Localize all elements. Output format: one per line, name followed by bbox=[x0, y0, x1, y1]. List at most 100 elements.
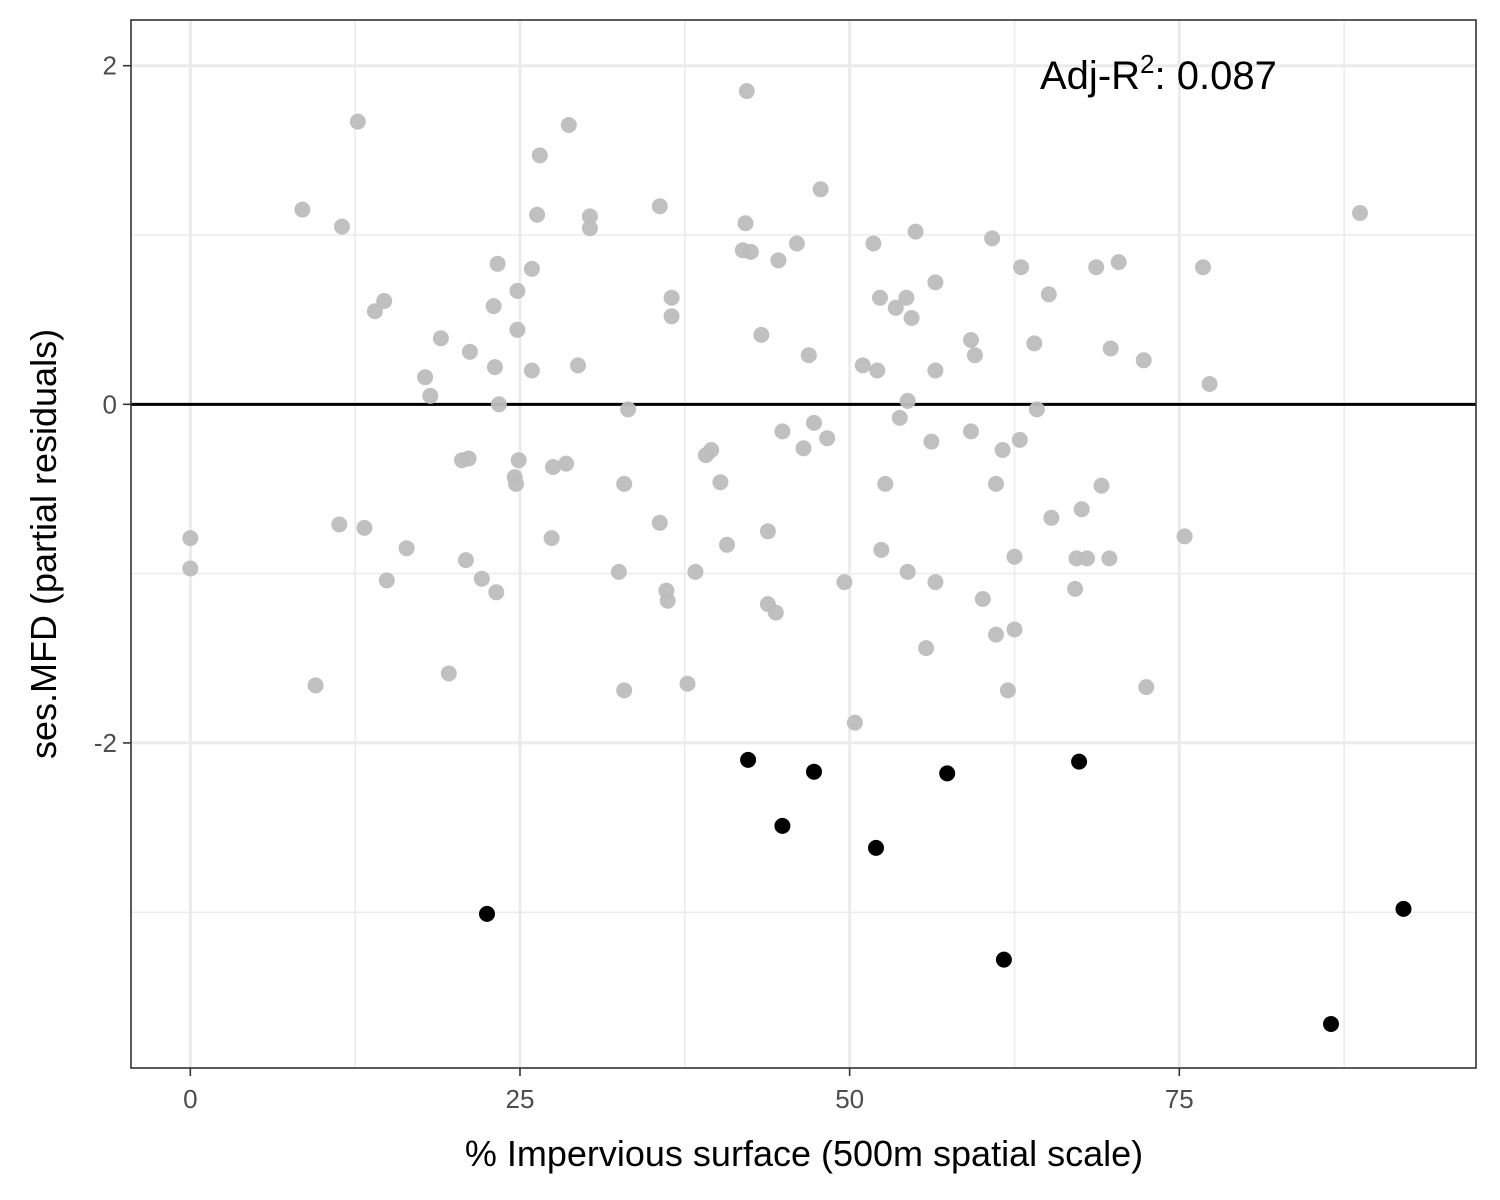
x-axis-title: % Impervious surface (500m spatial scale… bbox=[465, 1133, 1143, 1174]
data-point-grey bbox=[663, 289, 680, 306]
data-point-grey bbox=[679, 675, 696, 692]
data-point-grey bbox=[795, 440, 812, 457]
y-tick-label: 0 bbox=[103, 389, 117, 419]
data-point-grey bbox=[461, 343, 478, 360]
data-point-grey bbox=[846, 714, 863, 731]
data-point-grey bbox=[988, 626, 1004, 643]
annotation-prefix: Adj-R bbox=[1040, 54, 1140, 98]
data-point-grey bbox=[473, 570, 490, 587]
data-point-grey bbox=[854, 357, 871, 374]
data-point-grey bbox=[616, 682, 633, 699]
data-point-black bbox=[774, 817, 791, 834]
data-point-grey bbox=[738, 83, 755, 100]
x-tick-label: 50 bbox=[835, 1084, 864, 1114]
data-point-grey bbox=[687, 563, 704, 580]
data-point-grey bbox=[907, 223, 924, 240]
data-point-grey bbox=[378, 572, 395, 589]
data-point-grey bbox=[331, 516, 348, 533]
data-point-grey bbox=[1040, 286, 1057, 303]
data-point-grey bbox=[865, 235, 882, 252]
data-point-grey bbox=[774, 423, 791, 440]
x-tick-label: 0 bbox=[183, 1084, 197, 1114]
data-point-grey bbox=[460, 450, 477, 467]
data-point-grey bbox=[1013, 259, 1030, 276]
data-point-grey bbox=[490, 396, 507, 413]
data-point-grey bbox=[1135, 352, 1152, 369]
data-point-grey bbox=[523, 260, 540, 277]
data-point-grey bbox=[182, 560, 199, 577]
data-point-grey bbox=[869, 362, 886, 379]
data-point-grey bbox=[800, 347, 817, 364]
data-point-grey bbox=[398, 540, 415, 557]
data-point-grey bbox=[1195, 259, 1211, 276]
data-point-grey bbox=[560, 117, 577, 133]
axis-ticks bbox=[123, 64, 1181, 1076]
data-point-grey bbox=[1110, 254, 1127, 271]
data-points bbox=[182, 83, 1412, 1032]
data-point-grey bbox=[703, 442, 720, 458]
data-point-grey bbox=[1073, 501, 1090, 518]
data-point-grey bbox=[903, 310, 920, 326]
data-point-grey bbox=[1011, 431, 1028, 448]
data-point-grey bbox=[806, 414, 822, 431]
data-point-grey bbox=[545, 459, 561, 475]
data-point-grey bbox=[1093, 477, 1110, 494]
data-point-grey bbox=[899, 392, 916, 409]
data-point-grey bbox=[610, 563, 627, 580]
data-point-grey bbox=[1006, 548, 1023, 565]
annotation-superscript: 2 bbox=[1140, 49, 1154, 79]
data-point-grey bbox=[489, 255, 506, 272]
adj-r2-annotation: Adj-R2: 0.087 bbox=[1040, 49, 1277, 98]
data-point-grey bbox=[999, 682, 1016, 699]
data-point-grey bbox=[963, 423, 979, 440]
data-point-grey bbox=[1079, 550, 1095, 567]
data-point-grey bbox=[753, 326, 770, 343]
data-point-grey bbox=[1201, 376, 1218, 392]
data-point-grey bbox=[334, 218, 350, 235]
data-point-grey bbox=[872, 289, 888, 306]
data-point-grey bbox=[570, 357, 586, 374]
data-point-grey bbox=[307, 677, 324, 694]
data-point-grey bbox=[182, 530, 199, 547]
data-point-grey bbox=[873, 541, 890, 558]
data-point-grey bbox=[899, 563, 916, 580]
tick-labels: 0 25 50 75 2 0 -2 bbox=[94, 51, 1194, 1114]
panel-border bbox=[130, 19, 1477, 1069]
data-point-grey bbox=[994, 442, 1011, 458]
data-point-grey bbox=[523, 362, 540, 379]
data-point-grey bbox=[422, 387, 439, 404]
data-point-grey bbox=[836, 574, 853, 591]
data-point-grey bbox=[366, 303, 383, 320]
data-point-grey bbox=[887, 299, 904, 316]
data-point-grey bbox=[509, 321, 526, 338]
data-point-grey bbox=[927, 362, 944, 379]
data-point-grey bbox=[457, 552, 474, 569]
data-point-grey bbox=[651, 198, 668, 215]
data-point-grey bbox=[1043, 509, 1060, 526]
data-point-grey bbox=[923, 433, 940, 450]
data-point-grey bbox=[770, 252, 787, 269]
data-point-grey bbox=[988, 475, 1004, 492]
data-point-grey bbox=[759, 523, 776, 540]
data-point-grey bbox=[543, 530, 560, 547]
data-point-grey bbox=[651, 514, 668, 531]
data-point-grey bbox=[877, 475, 894, 492]
data-point-grey bbox=[719, 536, 735, 553]
data-point-grey bbox=[485, 298, 502, 315]
data-point-black bbox=[1071, 753, 1088, 770]
data-point-grey bbox=[510, 452, 527, 469]
data-point-grey bbox=[712, 474, 729, 491]
data-point-grey bbox=[581, 208, 598, 225]
data-point-black bbox=[1323, 1016, 1339, 1032]
data-point-black bbox=[740, 751, 757, 768]
data-point-grey bbox=[529, 206, 546, 223]
data-point-grey bbox=[531, 147, 548, 164]
data-point-black bbox=[479, 905, 495, 922]
data-point-grey bbox=[963, 332, 979, 348]
data-point-grey bbox=[918, 640, 935, 657]
data-point-grey bbox=[984, 230, 1001, 247]
data-point-grey bbox=[432, 330, 449, 347]
data-point-grey bbox=[1102, 340, 1119, 357]
data-point-grey bbox=[927, 274, 944, 291]
